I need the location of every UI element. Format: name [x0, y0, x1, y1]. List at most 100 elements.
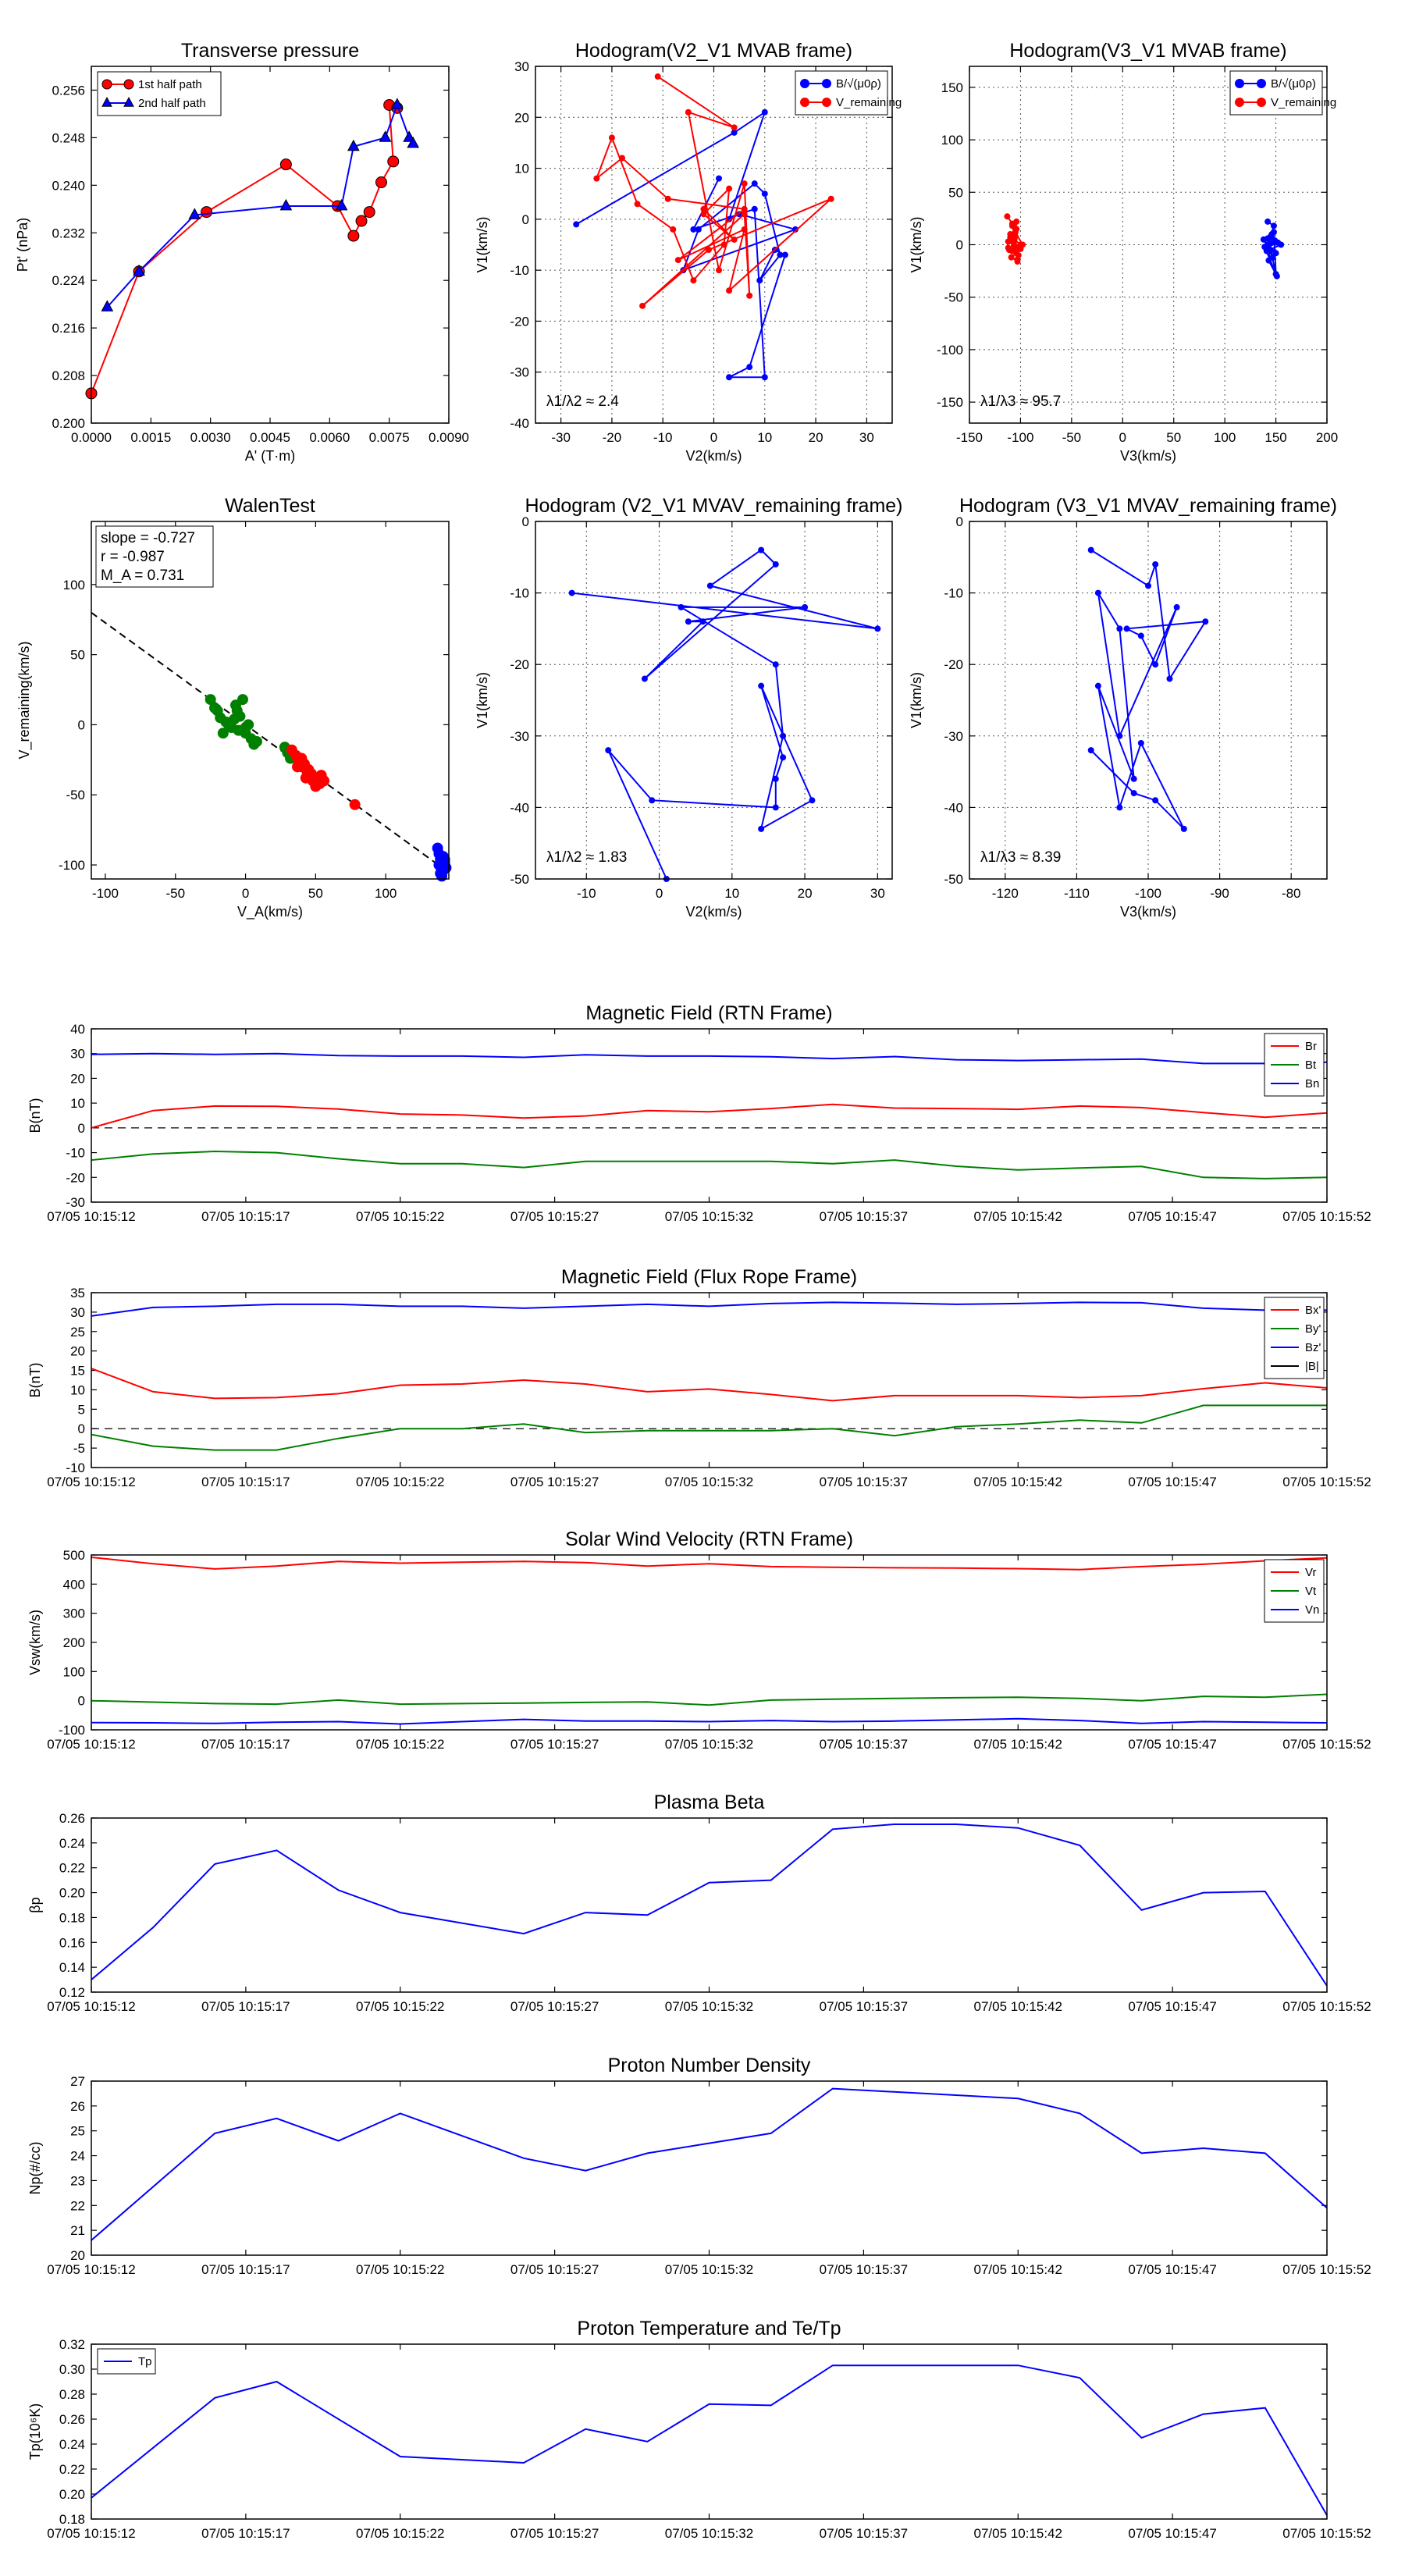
x-tick-label: -100	[92, 886, 119, 901]
data-point-blue	[436, 870, 448, 882]
data-point	[664, 195, 671, 202]
legend-label: Bz'	[1305, 1341, 1321, 1354]
data-point	[827, 195, 834, 202]
x-tick-label: 07/05 10:15:32	[665, 1737, 753, 1752]
x-tick-label: 0.0000	[71, 430, 112, 445]
data-point	[751, 205, 758, 212]
data-point	[1173, 603, 1180, 610]
panel-density: 07/05 10:15:12 07/05 10:15:17 07/05 10:15:…	[27, 2055, 1371, 2277]
x-tick-label: 07/05 10:15:12	[47, 1475, 135, 1489]
y-tick-label: -100	[59, 858, 85, 873]
x-tick-label: 07/05 10:15:42	[974, 1737, 1062, 1752]
data-point	[772, 560, 779, 568]
y-tick-label: 0.22	[59, 1861, 85, 1876]
legend-marker	[1257, 79, 1266, 88]
data-point	[772, 804, 779, 811]
plot-frame	[91, 1554, 1328, 1731]
x-axis-label: A' (T·m)	[245, 448, 295, 464]
data-point	[355, 215, 368, 227]
x-tick-label: 07/05 10:15:47	[1128, 1475, 1216, 1489]
x-tick-label: 07/05 10:15:47	[1128, 1737, 1216, 1752]
x-tick-label: 0	[710, 430, 717, 445]
chart-title: Hodogram(V2_V1 MVAB frame)	[575, 40, 852, 62]
data-point-red	[296, 753, 308, 764]
data-point	[1005, 238, 1012, 245]
y-tick-label: -30	[510, 729, 529, 744]
y-tick-label: 0.224	[52, 273, 85, 288]
y-tick-label: 35	[70, 1286, 85, 1300]
y-tick-label: 30	[514, 59, 529, 74]
y-tick-label: -10	[510, 263, 529, 278]
x-tick-label: 07/05 10:15:37	[820, 1999, 908, 2014]
data-point	[1017, 245, 1024, 252]
y-tick-label: 27	[70, 2074, 85, 2089]
y-tick-label: 0.18	[59, 2512, 85, 2527]
data-point	[678, 603, 685, 610]
data-point	[1094, 682, 1101, 689]
y-axis-label: βp	[27, 1897, 43, 1912]
panel-hodo2: -150 -100 -50 0 50 100 150 200 -150 -100 -50 0 50 100…	[909, 40, 1338, 464]
data-point	[1130, 790, 1137, 797]
data-point	[279, 158, 292, 171]
y-tick-label: 20	[70, 1344, 85, 1359]
y-tick-label: 0.28	[59, 2387, 85, 2402]
panel-beta: 07/05 10:15:12 07/05 10:15:17 07/05 10:15:…	[27, 1791, 1371, 2014]
y-tick-label: 0	[522, 212, 529, 227]
y-tick-label: -40	[944, 800, 963, 815]
data-point	[699, 618, 706, 625]
data-point	[731, 129, 738, 136]
legend-label: Bx'	[1305, 1304, 1321, 1317]
y-tick-label: 0.200	[52, 416, 85, 431]
y-tick-label: 20	[70, 2248, 85, 2263]
y-tick-label: 0	[956, 514, 963, 529]
y-tick-label: 23	[70, 2173, 85, 2188]
x-tick-label: -10	[577, 886, 596, 901]
data-point	[335, 198, 348, 211]
x-tick-label: 07/05 10:15:52	[1282, 2526, 1371, 2541]
y-axis-label: V1(km/s)	[909, 217, 924, 273]
chart-title: Hodogram (V3_V1 MVAV_remaining frame)	[959, 495, 1337, 517]
legend-label: Bt	[1305, 1059, 1317, 1072]
data-point	[758, 682, 765, 689]
data-point	[654, 73, 661, 80]
x-tick-label: 07/05 10:15:17	[201, 1209, 290, 1224]
x-tick-label: 07/05 10:15:52	[1282, 1999, 1371, 2014]
data-point	[347, 229, 360, 242]
x-tick-label: 07/05 10:15:32	[665, 2262, 753, 2277]
x-tick-label: 07/05 10:15:47	[1128, 1209, 1216, 1224]
x-tick-label: 10	[724, 886, 739, 901]
data-point	[133, 264, 145, 276]
x-tick-label: 07/05 10:15:22	[356, 1999, 444, 2014]
chart-title: Solar Wind Velocity (RTN Frame)	[565, 1528, 853, 1550]
data-point	[690, 277, 697, 284]
chart-title: Proton Number Density	[608, 2055, 811, 2076]
y-tick-label: 0.18	[59, 1910, 85, 1925]
y-axis-label: V1(km/s)	[475, 217, 490, 273]
data-point-green	[212, 705, 223, 717]
x-tick-label: -150	[956, 430, 983, 445]
y-tick-label: 25	[70, 1325, 85, 1340]
x-tick-label: 20	[798, 886, 813, 901]
data-point	[1152, 661, 1159, 668]
y-tick-label: 0	[78, 1694, 85, 1709]
x-tick-label: 0.0090	[429, 430, 469, 445]
y-tick-label: 100	[941, 133, 963, 148]
legend-label: By'	[1305, 1322, 1321, 1336]
data-point-green	[217, 728, 229, 739]
data-point	[716, 267, 723, 274]
data-point	[1145, 582, 1151, 589]
y-tick-label: 0.20	[59, 2487, 85, 2502]
data-point	[741, 226, 748, 233]
data-point	[1272, 237, 1279, 244]
y-tick-label: -5	[73, 1441, 85, 1456]
data-point	[726, 287, 733, 294]
legend-marker	[123, 97, 134, 107]
data-point	[1270, 222, 1277, 229]
y-tick-label: 5	[78, 1402, 85, 1417]
data-point	[1004, 213, 1011, 220]
x-tick-label: 0.0045	[250, 430, 290, 445]
x-tick-label: 07/05 10:15:42	[974, 2526, 1062, 2541]
x-tick-label: 07/05 10:15:17	[201, 1737, 290, 1752]
stats-box	[95, 525, 214, 588]
